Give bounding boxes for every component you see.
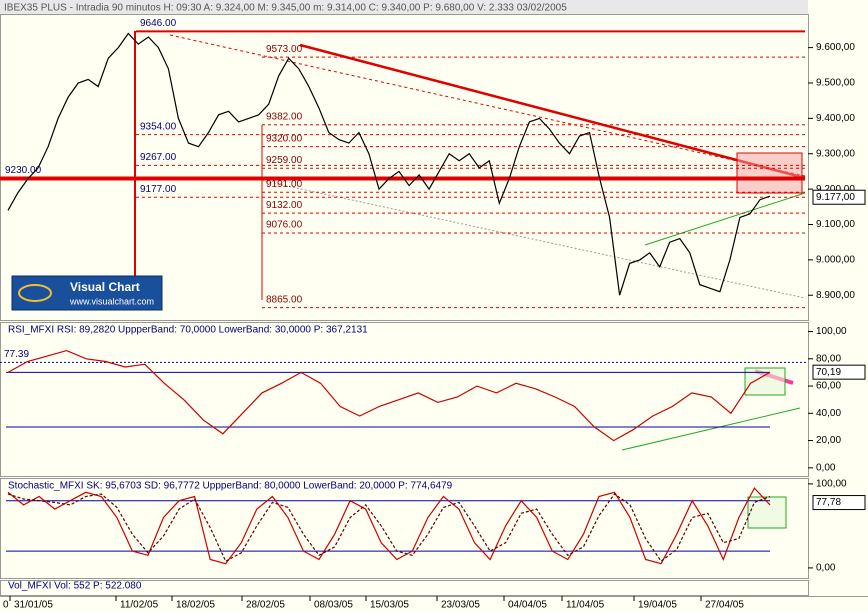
y-tick-label: 9.600,00 (816, 42, 855, 53)
y-tick-label: 9.100,00 (816, 219, 855, 230)
y-tick-label: 80,00 (816, 353, 841, 364)
panel-title: RSI_MFXI RSI: 89,2820 UppperBand: 70,000… (8, 325, 368, 336)
axis-label: 0 (3, 600, 9, 611)
y-tick-label: 8.900,00 (816, 290, 855, 301)
y-tick-label: 0,00 (816, 462, 836, 473)
data-line (7, 493, 771, 563)
level-label: 9259.00 (266, 155, 303, 166)
last-value-label: 9.177,00 (816, 192, 855, 203)
level-label: 9573.00 (266, 44, 303, 55)
level-label: 9132.00 (266, 200, 303, 211)
level-label: 9382.00 (266, 111, 303, 122)
x-tick-label: 31/01/05 (14, 600, 53, 611)
reference-label: 77.39 (4, 349, 29, 360)
logo-title: Visual Chart (70, 280, 140, 294)
x-tick-label: 18/02/05 (176, 600, 215, 611)
level-label: 9230.00 (5, 165, 42, 176)
panel-title: Vol_MFXI Vol: 552 P: 522.080 (8, 581, 142, 592)
x-tick-label: 08/03/05 (314, 600, 353, 611)
x-tick-label: 15/03/05 (370, 600, 409, 611)
y-tick-label: 20,00 (816, 435, 841, 446)
data-line (7, 349, 771, 442)
x-tick-label: 28/02/05 (246, 600, 285, 611)
level-label: 9076.00 (266, 220, 303, 231)
last-value-box (812, 495, 866, 511)
level-label: 9267.00 (140, 152, 177, 163)
last-value-label: 77,78 (816, 497, 841, 508)
y-tick-label: 40,00 (816, 408, 841, 419)
y-tick-label: 9.200,00 (816, 184, 855, 195)
last-value-box (812, 189, 866, 205)
x-tick-label: 19/04/05 (638, 600, 677, 611)
y-tick-label: 0,00 (816, 563, 836, 574)
y-tick-label: 100,00 (816, 326, 847, 337)
x-tick-label: 11/02/05 (120, 600, 159, 611)
y-tick-label: 9.500,00 (816, 78, 855, 89)
level-label: 9320.00 (266, 133, 303, 144)
level-label: 9354.00 (140, 121, 177, 132)
header: IBEX35 PLUS - Intradia 90 minutos H: 09:… (4, 3, 567, 14)
logo-url: www.visualchart.com (69, 296, 154, 306)
header-bar (0, 0, 808, 14)
x-tick-label: 04/04/05 (508, 600, 547, 611)
last-value-box (812, 364, 866, 380)
x-tick-label: 11/04/05 (566, 600, 605, 611)
panel-title: Stochastic_MFXI SK: 95,6703 SD: 96,7772 … (8, 481, 453, 492)
y-tick-label: 9.000,00 (816, 255, 855, 266)
level-label: 9191.00 (266, 179, 303, 190)
level-label: 9177.00 (140, 184, 177, 195)
data-line (7, 32, 771, 296)
x-tick-label: 27/04/05 (705, 600, 744, 611)
last-value-label: 70,19 (816, 367, 841, 378)
y-tick-label: 9.300,00 (816, 148, 855, 159)
x-tick-label: 23/03/05 (441, 600, 480, 611)
y-tick-label: 60,00 (816, 381, 841, 392)
level-label: 9646.00 (140, 18, 177, 29)
data-line (7, 487, 771, 565)
level-label: 8865.00 (266, 294, 303, 305)
y-tick-label: 9.400,00 (816, 113, 855, 124)
y-tick-label: 100,00 (816, 479, 847, 490)
panel-borders (0, 14, 868, 597)
logo: Visual Chart www.visualchart.com (11, 275, 163, 311)
